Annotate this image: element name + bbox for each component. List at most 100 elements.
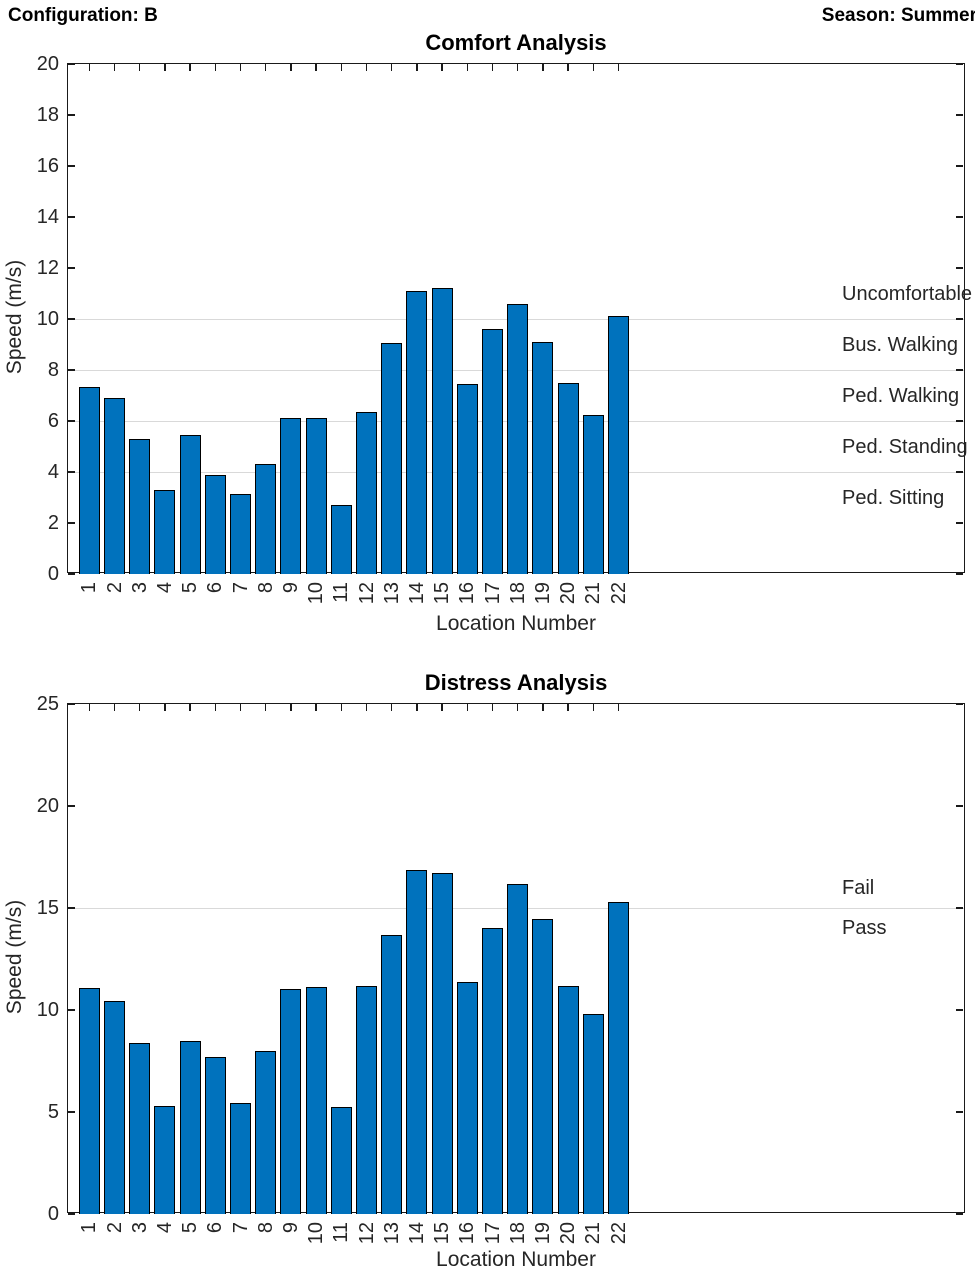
x-tick-mark — [567, 64, 569, 71]
x-tick-label: 5 — [179, 1222, 202, 1234]
x-tick-label: 21 — [582, 1222, 605, 1245]
x-tick-mark — [592, 64, 595, 71]
y-tick-mark — [68, 1111, 75, 1113]
y-tick-mark — [68, 805, 75, 807]
bar-location-8 — [255, 1050, 277, 1214]
y-tick-mark — [68, 369, 75, 371]
x-tick-mark — [390, 704, 393, 711]
x-tick-mark — [567, 704, 569, 711]
x-tick-mark — [365, 64, 368, 71]
bar-location-4 — [154, 489, 176, 574]
x-tick-mark — [491, 64, 494, 71]
bar-location-3 — [129, 438, 151, 574]
bar-location-1 — [78, 386, 100, 574]
y-tick-mark — [956, 318, 963, 320]
x-tick-mark — [491, 704, 494, 711]
bar-location-10 — [305, 418, 327, 574]
x-tick-label: 3 — [128, 582, 151, 594]
x-tick-mark — [164, 704, 166, 711]
y-tick-mark — [956, 1009, 963, 1011]
x-tick-mark — [164, 64, 166, 71]
bar-location-7 — [230, 1102, 251, 1214]
x-tick-label: 4 — [153, 582, 176, 594]
x-tick-label: 3 — [128, 1222, 151, 1234]
y-tick-mark — [956, 1111, 963, 1113]
bar-location-15 — [431, 873, 453, 1214]
y-tick-mark — [956, 522, 963, 524]
x-tick-label: 14 — [405, 1222, 428, 1245]
x-tick-label: 19 — [531, 1222, 554, 1245]
bar-location-16 — [456, 384, 478, 574]
y-tick-label: 10 — [36, 308, 59, 330]
x-tick-mark — [113, 704, 116, 711]
x-tick-mark — [416, 704, 418, 711]
x-tick-label: 9 — [279, 1222, 302, 1234]
y-tick-label: 8 — [47, 359, 59, 381]
y-tick-label: 10 — [36, 999, 59, 1021]
x-tick-label: 7 — [229, 1222, 252, 1234]
x-tick-mark — [466, 704, 469, 711]
y-tick-mark — [68, 907, 75, 909]
x-tick-label: 17 — [481, 582, 504, 605]
y-tick-mark — [956, 907, 963, 909]
x-tick-label: 10 — [305, 1222, 328, 1245]
x-tick-label: 14 — [405, 582, 428, 605]
y-tick-mark — [68, 420, 75, 422]
x-tick-mark — [88, 64, 91, 71]
y-tick-label: 6 — [47, 410, 59, 432]
y-tick-label: 15 — [36, 897, 59, 919]
y-tick-mark — [956, 420, 963, 422]
bar-location-21 — [582, 414, 604, 574]
y-tick-label: 12 — [36, 257, 59, 279]
x-tick-mark — [113, 64, 116, 71]
bar-location-10 — [305, 986, 327, 1214]
y-tick-mark — [956, 63, 963, 65]
bar-location-15 — [431, 288, 453, 574]
x-tick-mark — [315, 64, 317, 71]
y-tick-label: 25 — [36, 693, 59, 715]
x-tick-label: 11 — [330, 1222, 353, 1243]
distress-plot-area: 0 5 10 15 20 25 1 2 3 4 5 6 7 8 9 10 11 12 13 14 15 16 17 18 19 2… — [37, 693, 965, 1244]
y-tick-mark — [956, 216, 963, 218]
x-tick-mark — [315, 704, 317, 711]
bar-location-8 — [255, 464, 277, 574]
bar-location-20 — [557, 382, 579, 574]
zone-label: Ped. Walking — [842, 384, 960, 407]
y-tick-mark — [956, 1213, 963, 1215]
x-tick-mark — [390, 64, 393, 71]
bar-location-2 — [104, 1000, 125, 1214]
bar-location-9 — [280, 988, 302, 1214]
y-tick-mark — [956, 369, 963, 371]
x-tick-label: 12 — [355, 1222, 378, 1245]
y-tick-label: 20 — [36, 53, 59, 75]
x-tick-label: 16 — [456, 582, 479, 605]
y-tick-mark — [68, 703, 75, 705]
x-tick-label: 20 — [557, 582, 580, 605]
y-tick-label: 4 — [47, 461, 59, 483]
y-tick-mark — [68, 318, 75, 320]
zone-label: Uncomfortable — [842, 282, 973, 305]
y-tick-mark — [68, 114, 75, 116]
x-tick-label: 6 — [204, 1222, 227, 1234]
bar-location-13 — [381, 934, 403, 1214]
bar-location-9 — [280, 418, 302, 574]
x-tick-label: 16 — [456, 1222, 479, 1245]
x-tick-label: 17 — [481, 1222, 504, 1245]
bar-location-12 — [356, 985, 377, 1214]
bar-location-22 — [608, 316, 629, 574]
zone-label: Ped. Sitting — [842, 486, 945, 509]
x-tick-mark — [138, 704, 141, 711]
x-tick-mark — [189, 704, 191, 711]
season-label: Season: Summer — [821, 5, 975, 26]
x-tick-mark — [290, 704, 292, 711]
x-tick-label: 15 — [431, 1222, 454, 1245]
y-tick-label: 20 — [36, 795, 59, 817]
x-tick-mark — [214, 704, 217, 711]
y-tick-mark — [68, 1009, 75, 1011]
x-tick-label: 2 — [103, 1222, 126, 1234]
x-tick-label: 2 — [103, 582, 126, 594]
bar-location-5 — [179, 1040, 201, 1214]
x-tick-label: 8 — [254, 1222, 277, 1234]
y-tick-mark — [68, 63, 75, 65]
